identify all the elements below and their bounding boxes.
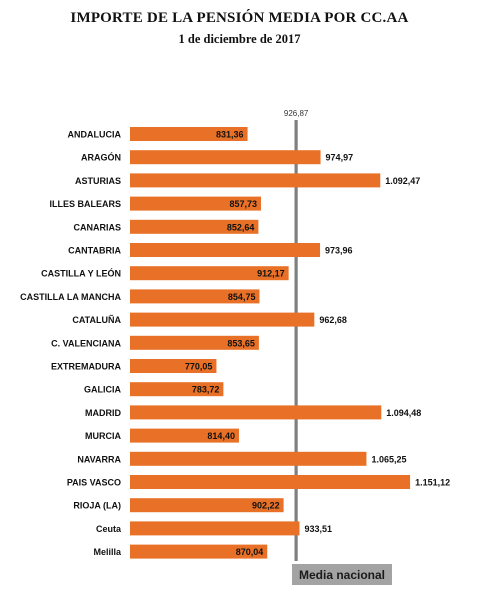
- bar: [130, 196, 261, 211]
- value-label: 1.151,12: [415, 478, 450, 488]
- bar: [130, 312, 315, 327]
- category-label: CASTILLA Y LEÓN: [41, 268, 121, 279]
- category-label: Melilla: [93, 547, 122, 557]
- bar: [130, 544, 268, 559]
- value-label: 902,22: [252, 501, 280, 511]
- category-label: CATALUÑA: [72, 315, 121, 325]
- value-label: 854,75: [228, 292, 256, 302]
- bar: [130, 289, 260, 304]
- category-label: ANDALUCIA: [68, 130, 122, 140]
- category-label: MURCIA: [85, 431, 121, 441]
- chart-title: IMPORTE DE LA PENSIÓN MEDIA POR CC.AA: [70, 10, 409, 26]
- category-label: EXTREMADURA: [51, 362, 122, 372]
- category-label: RIOJA (LA): [73, 501, 121, 511]
- reference-line-label: 926,87: [284, 109, 309, 118]
- category-label: MADRID: [85, 408, 121, 418]
- value-label: 814,40: [207, 431, 235, 441]
- bar: [130, 173, 381, 188]
- category-label: CASTILLA LA MANCHA: [20, 292, 121, 302]
- category-label: Ceuta: [96, 524, 122, 534]
- bar: [130, 451, 367, 466]
- category-label: CANTABRIA: [68, 246, 121, 256]
- category-label: ASTURIAS: [75, 176, 121, 186]
- legend-media-nacional: Media nacional: [292, 564, 392, 585]
- chart-subtitle: 1 de diciembre de 2017: [178, 32, 301, 46]
- value-label: 853,65: [227, 338, 255, 348]
- bar: [130, 243, 321, 257]
- value-label: 783,72: [192, 385, 220, 395]
- bar: [130, 405, 382, 420]
- value-label: 857,73: [229, 199, 257, 209]
- value-label: 962,68: [319, 315, 347, 325]
- category-label: C. VALENCIANA: [51, 338, 121, 348]
- bar: [130, 127, 248, 141]
- bar: [130, 382, 224, 397]
- bar: [130, 359, 217, 373]
- value-label: 973,96: [325, 246, 353, 256]
- value-label: 770,05: [185, 362, 213, 372]
- value-label: 1.094,48: [386, 408, 421, 418]
- value-label: 1.065,25: [371, 454, 406, 464]
- value-label: 974,97: [326, 153, 354, 163]
- category-label: PAIS VASCO: [67, 478, 121, 488]
- value-label: 933,51: [304, 524, 332, 534]
- bar: [130, 150, 321, 165]
- value-label: 852,64: [227, 222, 255, 232]
- category-label: ILLES BALEARS: [49, 199, 121, 209]
- value-label: 1.092,47: [385, 176, 420, 186]
- bar: [130, 219, 259, 234]
- bar: [130, 475, 411, 489]
- bar: [130, 521, 300, 536]
- value-label: 831,36: [216, 130, 244, 140]
- category-label: NAVARRA: [77, 454, 121, 464]
- bar: [130, 428, 239, 443]
- bar: [130, 266, 289, 281]
- bar: [130, 498, 284, 513]
- value-label: 912,17: [257, 269, 285, 279]
- category-label: GALICIA: [84, 385, 121, 395]
- value-label: 870,04: [236, 547, 264, 557]
- bar: [130, 335, 259, 350]
- category-label: ARAGÓN: [81, 152, 121, 163]
- category-label: CANARIAS: [73, 222, 121, 232]
